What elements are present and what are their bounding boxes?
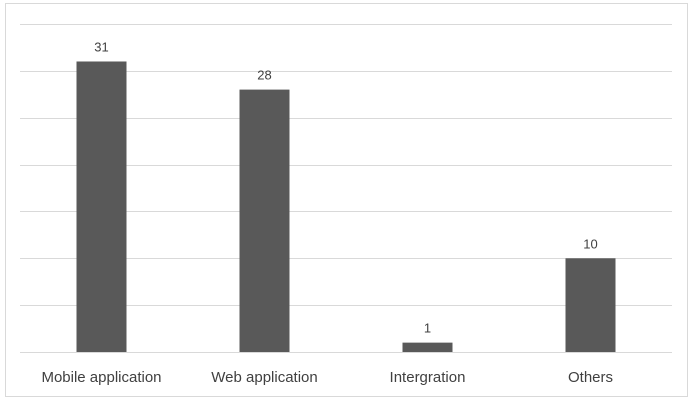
x-tick-label-1: Mobile application <box>41 369 161 386</box>
bar-1 <box>76 61 127 352</box>
bar-4 <box>565 258 616 352</box>
data-label-4: 10 <box>583 236 597 251</box>
data-label-1: 31 <box>94 39 108 54</box>
x-tick-label-3: Intergration <box>390 369 466 386</box>
x-tick-labels: Mobile application Web application Intergr… <box>41 369 613 386</box>
bar-3 <box>402 342 453 352</box>
data-label-3: 1 <box>424 321 431 336</box>
gridlines <box>20 24 672 353</box>
x-tick-label-4: Others <box>568 369 613 386</box>
x-tick-label-2: Web application <box>211 369 317 386</box>
data-label-2: 28 <box>257 68 271 83</box>
bars <box>76 61 616 352</box>
bar-2 <box>239 89 290 352</box>
data-labels: 31 28 1 10 <box>94 39 597 335</box>
